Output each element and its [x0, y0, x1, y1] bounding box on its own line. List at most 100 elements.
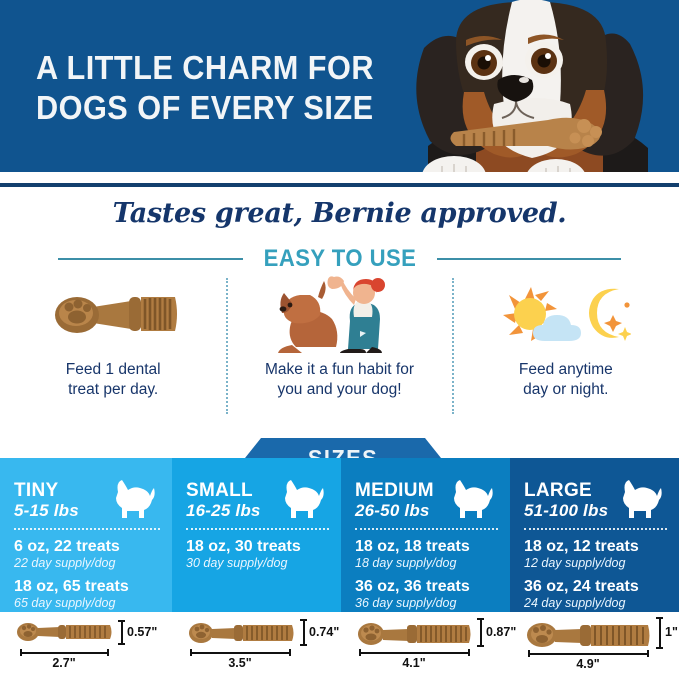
height-label: 0.87"	[486, 625, 517, 639]
dimension-medium: 0.87" 4.1"	[341, 612, 516, 673]
step-separator-2	[452, 278, 454, 414]
size-header: MEDIUM 26-50 lbs	[355, 480, 498, 524]
pack-option: 6 oz, 22 treats 22 day supply/dog	[14, 537, 160, 571]
height-bar	[303, 619, 305, 645]
step-text: Feed anytime day or night.	[519, 360, 613, 400]
dimension-large: 1" 4.9"	[510, 612, 679, 673]
size-name: LARGE	[524, 480, 592, 501]
sizes-table: TINY 5-15 lbs 6 oz, 22 treats 22 day sup…	[0, 458, 679, 612]
height-cap-bottom	[300, 644, 307, 646]
width-end-left	[359, 649, 361, 656]
height-label: 0.74"	[309, 625, 340, 639]
width-line	[359, 652, 469, 654]
step-text-line-1: Make it a fun habit for	[264, 361, 415, 378]
dog-high-five-person-icon	[274, 276, 404, 353]
step-text-line-2: day or night.	[523, 381, 609, 398]
easy-to-use-divider: EASY TO USE	[58, 243, 621, 275]
dimension-small: 0.74" 3.5"	[172, 612, 341, 673]
width-end-right	[289, 649, 291, 656]
treat-profile-icon	[527, 623, 650, 647]
height-cap-bottom	[118, 643, 125, 645]
height-cap-top	[118, 620, 125, 622]
divider-line-left	[58, 258, 243, 260]
height-bar	[480, 618, 482, 646]
step-separator-1	[226, 278, 228, 414]
step-text-line-2: you and your dog!	[277, 381, 402, 398]
pack-size: 18 oz, 18 treats	[355, 538, 470, 555]
size-column-medium: MEDIUM 26-50 lbs 18 oz, 18 treats 18 day…	[341, 458, 510, 612]
pack-size: 18 oz, 30 treats	[186, 538, 301, 555]
size-header: LARGE 51-100 lbs	[524, 480, 667, 524]
treat-profile-icon	[189, 623, 294, 643]
size-weight-range: 16-25 lbs	[186, 501, 261, 520]
height-cap-bottom	[477, 645, 484, 647]
size-divider	[355, 528, 498, 530]
header-banner: A LITTLE CHARM FOR DOGS OF EVERY SIZE	[0, 0, 679, 172]
length-label: 2.7"	[52, 656, 76, 670]
height-bar	[659, 617, 661, 648]
height-cap-top	[300, 619, 307, 621]
pack-supply: 18 day supply/dog	[355, 556, 457, 570]
pack-supply: 22 day supply/dog	[14, 556, 116, 570]
sun-cloud-moon-icon	[501, 278, 631, 350]
height-label: 0.57"	[127, 625, 158, 639]
width-line	[528, 653, 648, 655]
dimension-tiny: 0.57" 2.7"	[0, 612, 172, 673]
page-title: A LITTLE CHARM FOR DOGS OF EVERY SIZE	[36, 48, 408, 128]
size-weight-range: 5-15 lbs	[14, 501, 79, 520]
page-title-line-2: DOGS OF EVERY SIZE	[36, 89, 374, 126]
step-text-line-1: Feed anytime	[518, 361, 613, 378]
size-column-small: SMALL 16-25 lbs 18 oz, 30 treats 30 day …	[172, 458, 341, 612]
dog-silhouette-icon	[454, 480, 493, 518]
dog-silhouette-icon	[623, 480, 662, 518]
width-end-right	[107, 649, 109, 656]
width-end-left	[20, 649, 22, 656]
step-item: Make it a fun habit for you and your dog…	[226, 276, 452, 418]
tagline: Tastes great, Bernie approved.	[112, 198, 567, 229]
width-end-left	[528, 650, 530, 657]
pack-supply: 12 day supply/dog	[524, 556, 626, 570]
length-label: 4.1"	[402, 656, 426, 670]
step-text: Make it a fun habit for you and your dog…	[265, 360, 414, 400]
size-name: SMALL	[186, 480, 253, 501]
treat-profile-icon	[358, 623, 471, 645]
width-end-right	[647, 650, 649, 657]
size-divider	[14, 528, 160, 530]
step-item: Feed anytime day or night.	[453, 278, 679, 418]
height-cap-top	[656, 617, 663, 619]
pack-supply: 36 day supply/dog	[355, 596, 457, 610]
width-end-left	[190, 649, 192, 656]
pack-size: 18 oz, 65 treats	[14, 578, 129, 595]
pack-size: 36 oz, 36 treats	[355, 578, 470, 595]
dental-chew-treat-icon	[47, 278, 179, 350]
size-weight-range: 51-100 lbs	[524, 501, 609, 520]
step-text: Feed 1 dental treat per day.	[66, 360, 161, 400]
header-divider-rule	[0, 183, 679, 187]
dimensions-row: 0.57" 2.7"	[0, 612, 679, 673]
section-label: EASY TO USE	[263, 245, 416, 272]
size-column-large: LARGE 51-100 lbs 18 oz, 12 treats 12 day…	[510, 458, 679, 612]
pack-option: 18 oz, 30 treats 30 day supply/dog	[186, 537, 329, 571]
height-cap-top	[477, 618, 484, 620]
step-text-line-2: treat per day.	[68, 381, 159, 398]
height-cap-bottom	[656, 647, 663, 649]
pack-option: 18 oz, 65 treats 65 day supply/dog	[14, 577, 160, 611]
pack-supply: 65 day supply/dog	[14, 596, 116, 610]
size-name: MEDIUM	[355, 480, 434, 501]
dog-silhouette-icon	[285, 480, 324, 518]
width-line	[20, 652, 108, 654]
size-weight-range: 26-50 lbs	[355, 501, 430, 520]
step-item: Feed 1 dental treat per day.	[0, 278, 226, 418]
height-bar	[121, 620, 123, 644]
how-to-use-steps: Feed 1 dental treat per day.	[0, 276, 679, 418]
divider-line-right	[436, 258, 621, 260]
size-column-tiny: TINY 5-15 lbs 6 oz, 22 treats 22 day sup…	[0, 458, 172, 612]
treat-profile-icon	[17, 623, 112, 641]
page-title-line-1: A LITTLE CHARM FOR	[36, 49, 374, 86]
pack-size: 36 oz, 24 treats	[524, 578, 639, 595]
pack-supply: 24 day supply/dog	[524, 596, 626, 610]
width-end-right	[468, 649, 470, 656]
pack-supply: 30 day supply/dog	[186, 556, 288, 570]
pack-size: 18 oz, 12 treats	[524, 538, 639, 555]
